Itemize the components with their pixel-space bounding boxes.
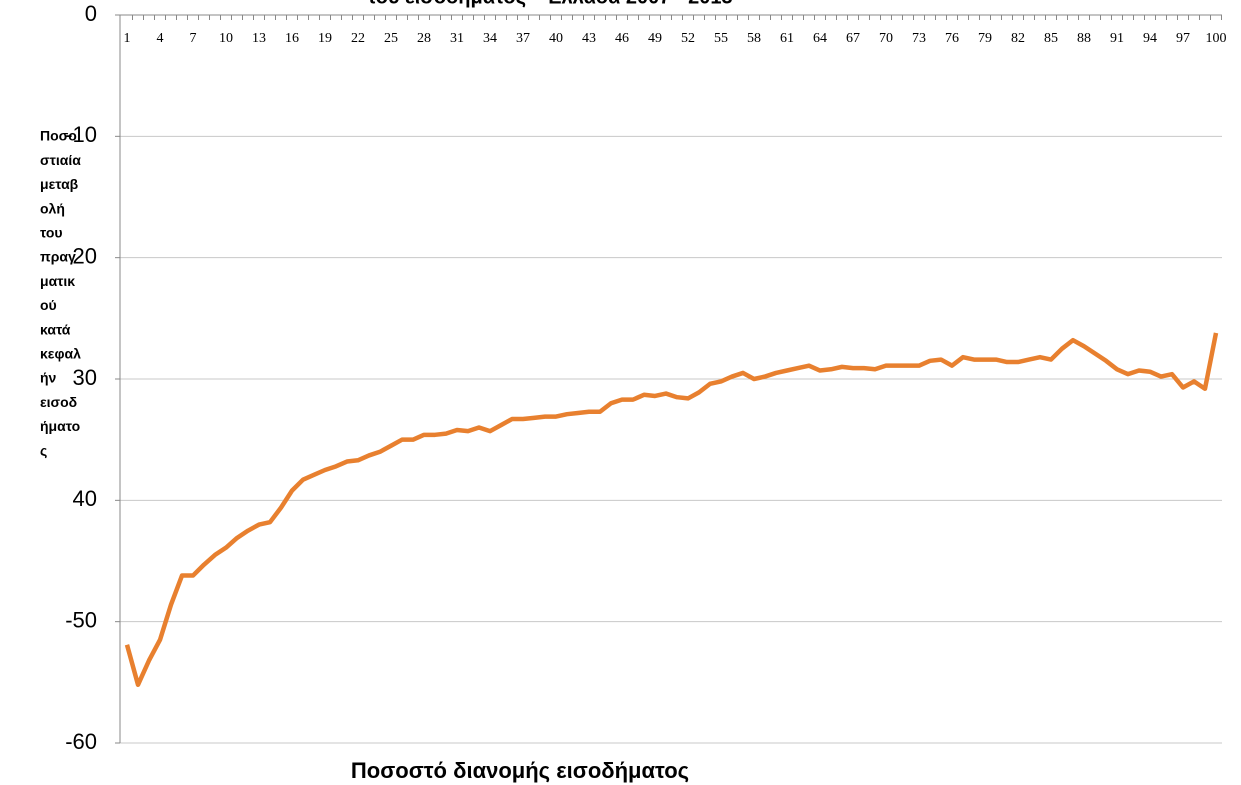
x-tick-label: 28 (417, 31, 431, 46)
x-tick-label: 13 (252, 31, 266, 46)
y-axis-label: ήματο (40, 418, 80, 434)
x-tick-label: 52 (681, 31, 695, 46)
x-tick-label: 100 (1206, 31, 1227, 46)
x-tick-label: 76 (945, 31, 959, 46)
x-tick-label: 43 (582, 31, 596, 46)
y-axis-label: ού (40, 297, 57, 313)
y-axis-label: ολή (40, 200, 65, 216)
x-tick-label: 91 (1110, 31, 1124, 46)
x-tick-label: 73 (912, 31, 926, 46)
x-tick-label: 4 (157, 31, 164, 46)
x-tick-label: 7 (190, 31, 197, 46)
y-axis-label: ς (40, 442, 47, 458)
x-tick-label: 97 (1176, 31, 1190, 46)
x-tick-label: 67 (846, 31, 860, 46)
y-axis-label: μεταβ (40, 176, 79, 192)
y-tick-label: -50 (65, 607, 97, 632)
y-tick-label: 20 (73, 243, 97, 268)
x-tick-label: 16 (285, 31, 299, 46)
x-tick-label: 88 (1077, 31, 1091, 46)
y-axis-label: κατά (40, 321, 71, 337)
x-tick-label: 10 (219, 31, 233, 46)
y-tick-label: 40 (73, 486, 97, 511)
y-axis-label: ήν (40, 370, 57, 386)
y-axis-label: ματικ (40, 273, 75, 289)
y-axis-label: εισοδ (40, 394, 77, 410)
y-axis-label: στιαία (40, 152, 81, 168)
y-axis-label: πραγ (40, 249, 76, 265)
x-tick-label: 46 (615, 31, 629, 46)
chart-title: του εισοδήματος – Ελλάδα 2007 - 2013 (367, 0, 732, 8)
x-tick-label: 79 (978, 31, 992, 46)
x-tick-label: 37 (516, 31, 530, 46)
x-tick-label: 94 (1143, 31, 1157, 46)
x-tick-label: 58 (747, 31, 761, 46)
x-tick-label: 1 (124, 31, 131, 46)
x-tick-label: 49 (648, 31, 662, 46)
y-tick-label: 30 (73, 365, 97, 390)
x-tick-label: 19 (318, 31, 332, 46)
data-line (124, 332, 1219, 688)
x-tick-label: 34 (483, 31, 497, 46)
y-tick-label: -10 (65, 122, 97, 147)
y-axis-label: κεφαλ (40, 346, 81, 362)
x-tick-label: 25 (384, 31, 398, 46)
x-tick-label: 31 (450, 31, 464, 46)
x-tick-label: 61 (780, 31, 794, 46)
y-tick-label: 0 (85, 1, 97, 26)
y-axis-label: Ποσο (40, 128, 77, 144)
x-tick-label: 40 (549, 31, 563, 46)
x-tick-label: 82 (1011, 31, 1025, 46)
x-tick-label: 22 (351, 31, 365, 46)
x-tick-label: 70 (879, 31, 893, 46)
x-axis-label: Ποσοστό διανομής εισοδήματος (351, 758, 689, 783)
x-tick-label: 64 (813, 31, 827, 46)
y-axis-label: του (40, 225, 63, 241)
y-tick-label: -60 (65, 729, 97, 754)
x-tick-label: 85 (1044, 31, 1058, 46)
x-tick-label: 55 (714, 31, 728, 46)
